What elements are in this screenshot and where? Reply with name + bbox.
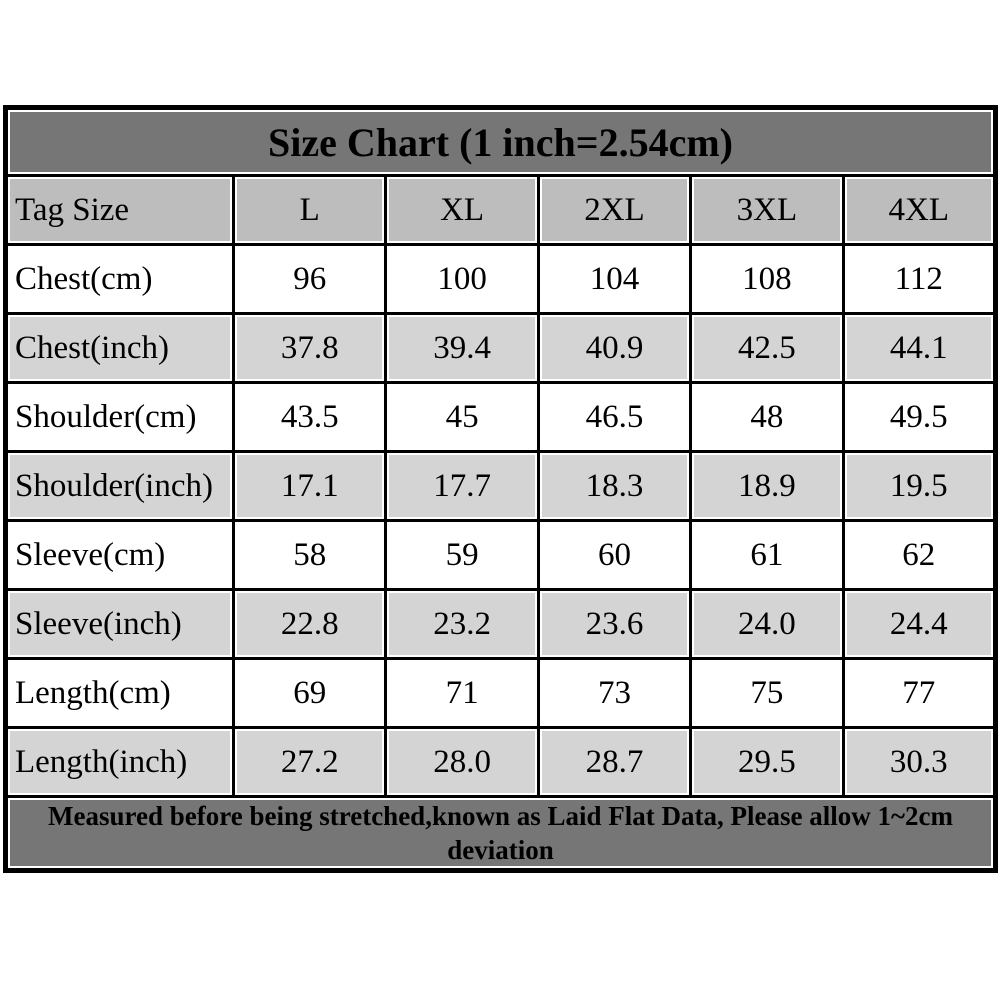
table-row-length-cm: Length(cm) 69 71 73 75 77	[4, 657, 998, 729]
size-value-cell: 48	[689, 381, 845, 453]
header-size-l: L	[231, 174, 388, 246]
row-label: Sleeve(cm)	[4, 519, 235, 591]
row-label: Shoulder(inch)	[4, 450, 235, 522]
measurement-note: Measured before being stretched,known as…	[4, 795, 997, 872]
row-label: Sleeve(inch)	[4, 588, 235, 660]
row-label: Chest(inch)	[4, 312, 235, 384]
table-row-chest-inch: Chest(inch) 37.8 39.4 40.9 42.5 44.1	[4, 312, 998, 384]
row-label: Shoulder(cm)	[4, 381, 235, 453]
measurement-note-line2: deviation	[447, 835, 554, 865]
size-value-cell: 40.9	[536, 312, 693, 384]
size-value-cell: 43.5	[231, 381, 388, 453]
size-value-cell: 17.7	[384, 450, 540, 522]
size-value-cell: 27.2	[231, 726, 388, 798]
size-value-cell: 23.2	[384, 588, 540, 660]
size-value-cell: 22.8	[231, 588, 388, 660]
size-value-cell: 59	[384, 519, 540, 591]
size-value-cell: 39.4	[384, 312, 540, 384]
row-label: Length(inch)	[4, 726, 235, 798]
size-value-cell: 69	[231, 657, 388, 729]
size-value-cell: 44.1	[841, 312, 998, 384]
measurement-note-line1: Measured before being stretched,known as…	[48, 801, 953, 831]
table-row-sleeve-cm: Sleeve(cm) 58 59 60 61 62	[4, 519, 998, 591]
size-value-cell: 77	[841, 657, 998, 729]
size-value-cell: 46.5	[536, 381, 693, 453]
table-title-row: Size Chart (1 inch=2.54cm)	[4, 106, 997, 177]
size-value-cell: 23.6	[536, 588, 693, 660]
size-value-cell: 60	[536, 519, 693, 591]
row-label: Chest(cm)	[4, 243, 235, 315]
size-value-cell: 104	[536, 243, 693, 315]
size-value-cell: 73	[536, 657, 693, 729]
header-size-3xl: 3XL	[689, 174, 845, 246]
header-tag-size: Tag Size	[4, 174, 235, 246]
table-row-length-inch: Length(inch) 27.2 28.0 28.7 29.5 30.3	[4, 726, 998, 798]
size-chart-table: Size Chart (1 inch=2.54cm) Tag Size L XL…	[3, 105, 998, 873]
size-value-cell: 37.8	[231, 312, 388, 384]
size-value-cell: 61	[689, 519, 845, 591]
size-value-cell: 24.4	[841, 588, 998, 660]
size-value-cell: 42.5	[689, 312, 845, 384]
size-value-cell: 30.3	[841, 726, 998, 798]
size-value-cell: 28.0	[384, 726, 540, 798]
header-size-4xl: 4XL	[841, 174, 998, 246]
size-value-cell: 18.9	[689, 450, 845, 522]
table-row-shoulder-inch: Shoulder(inch) 17.1 17.7 18.3 18.9 19.5	[4, 450, 998, 522]
table-footer-row: Measured before being stretched,known as…	[4, 795, 997, 872]
size-value-cell: 62	[841, 519, 998, 591]
table-row-chest-cm: Chest(cm) 96 100 104 108 112	[4, 243, 998, 315]
size-value-cell: 19.5	[841, 450, 998, 522]
size-value-cell: 17.1	[231, 450, 388, 522]
size-value-cell: 58	[231, 519, 388, 591]
table-row-sleeve-inch: Sleeve(inch) 22.8 23.2 23.6 24.0 24.4	[4, 588, 998, 660]
size-value-cell: 75	[689, 657, 845, 729]
header-size-2xl: 2XL	[536, 174, 693, 246]
size-value-cell: 45	[384, 381, 540, 453]
size-value-cell: 100	[384, 243, 540, 315]
size-value-cell: 108	[689, 243, 845, 315]
size-value-cell: 96	[231, 243, 388, 315]
size-value-cell: 18.3	[536, 450, 693, 522]
table-header-row: Tag Size L XL 2XL 3XL 4XL	[4, 174, 998, 246]
size-value-cell: 29.5	[689, 726, 845, 798]
size-value-cell: 49.5	[841, 381, 998, 453]
size-value-cell: 112	[841, 243, 998, 315]
header-size-xl: XL	[384, 174, 540, 246]
row-label: Length(cm)	[4, 657, 235, 729]
table-row-shoulder-cm: Shoulder(cm) 43.5 45 46.5 48 49.5	[4, 381, 998, 453]
chart-title: Size Chart (1 inch=2.54cm)	[4, 106, 997, 177]
size-value-cell: 71	[384, 657, 540, 729]
size-value-cell: 28.7	[536, 726, 693, 798]
size-value-cell: 24.0	[689, 588, 845, 660]
